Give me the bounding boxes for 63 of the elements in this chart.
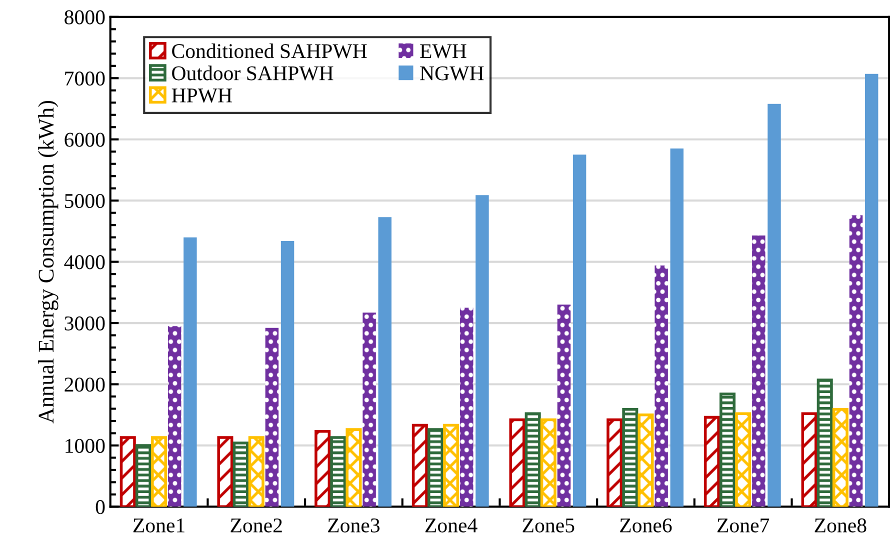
bar (476, 195, 489, 507)
bar (654, 265, 668, 507)
bar (232, 442, 249, 507)
x-tick-label: Zone7 (717, 518, 770, 532)
bar (151, 436, 168, 507)
bar (378, 217, 392, 507)
bar (849, 215, 863, 507)
bar (720, 392, 736, 507)
legend-label: HPWH (172, 88, 232, 103)
bar (412, 424, 428, 507)
bar (460, 308, 474, 507)
bar (704, 416, 720, 507)
bar (280, 240, 294, 507)
bar (622, 408, 638, 507)
bar (362, 312, 376, 507)
y-tick-label: 5000 (65, 194, 105, 208)
y-tick-label: 4000 (64, 255, 105, 270)
bar (248, 436, 264, 507)
legend-label: Outdoor SAHPWH (172, 66, 334, 80)
bar (509, 418, 526, 507)
bar (346, 428, 362, 507)
bar (670, 148, 684, 507)
x-tick-label: Zone4 (425, 518, 478, 532)
y-tick-label: 2000 (64, 378, 105, 392)
x-tick-label: Zone8 (814, 518, 866, 532)
bar (816, 378, 833, 507)
y-tick-label: 7000 (65, 72, 105, 86)
bar (540, 418, 556, 507)
bar (135, 444, 152, 507)
y-tick-label: 6000 (64, 132, 105, 147)
bar (735, 412, 752, 507)
legend-label: Conditioned SAHPWH (172, 44, 367, 58)
bar (427, 428, 444, 507)
bar (524, 412, 541, 507)
x-tick-label: Zone5 (522, 518, 574, 532)
bar (557, 304, 571, 507)
bar (120, 436, 136, 507)
x-tick-label: Zone1 (133, 518, 184, 532)
legend-label: EWH (420, 44, 466, 58)
y-tick-label: 3000 (64, 316, 105, 330)
bar (801, 412, 818, 507)
y-tick-label: 8000 (64, 10, 105, 24)
bar (314, 430, 331, 507)
y-tick-label: 1000 (66, 438, 105, 453)
bar (217, 436, 234, 507)
bar (638, 413, 654, 507)
legend-label: NGWH (420, 66, 484, 80)
bar (752, 235, 766, 507)
bar (443, 424, 460, 507)
bar (572, 154, 586, 507)
bar (768, 104, 781, 507)
bar (864, 74, 878, 507)
x-tick-label: Zone2 (230, 518, 282, 532)
y-axis-title: Annual Energy Consumption (kWh) (38, 100, 58, 424)
y-tick-label: 0 (96, 500, 105, 514)
bar (832, 408, 848, 507)
x-tick-label: Zone3 (328, 518, 380, 532)
bar (184, 237, 197, 507)
bar (168, 326, 182, 507)
bar (330, 436, 346, 507)
bar (265, 328, 279, 507)
bar (606, 418, 623, 507)
x-tick-label: Zone6 (620, 518, 672, 532)
